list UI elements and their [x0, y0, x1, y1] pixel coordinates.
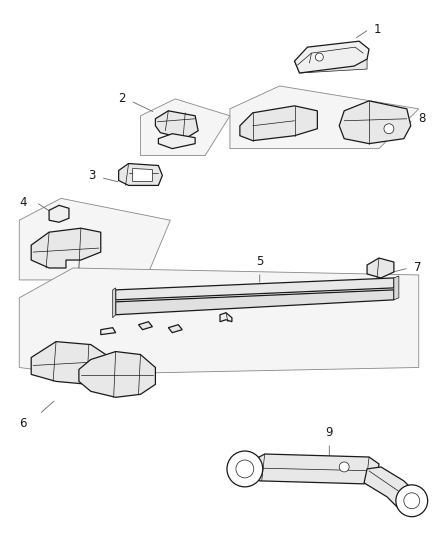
Polygon shape	[138, 322, 152, 330]
Polygon shape	[49, 205, 69, 222]
Polygon shape	[393, 276, 398, 300]
Circle shape	[395, 485, 427, 516]
Polygon shape	[294, 59, 366, 73]
Polygon shape	[115, 290, 393, 315]
Polygon shape	[168, 325, 182, 333]
Polygon shape	[140, 99, 230, 156]
Circle shape	[339, 462, 348, 472]
Polygon shape	[79, 352, 155, 397]
Polygon shape	[132, 168, 152, 181]
Polygon shape	[31, 228, 101, 268]
Text: 3: 3	[88, 169, 95, 182]
Polygon shape	[366, 258, 393, 278]
Text: 7: 7	[413, 262, 420, 274]
Polygon shape	[254, 457, 373, 481]
Text: 9: 9	[325, 426, 332, 439]
Polygon shape	[239, 106, 317, 141]
Polygon shape	[241, 109, 314, 139]
Text: 8: 8	[418, 112, 425, 125]
Circle shape	[226, 451, 262, 487]
Polygon shape	[115, 278, 393, 300]
Polygon shape	[34, 345, 102, 382]
Polygon shape	[339, 101, 410, 144]
Circle shape	[314, 53, 323, 61]
Polygon shape	[363, 467, 416, 508]
Circle shape	[383, 124, 393, 134]
Polygon shape	[101, 328, 115, 335]
Text: 4: 4	[19, 196, 27, 209]
Polygon shape	[19, 198, 170, 280]
Polygon shape	[81, 354, 152, 394]
Polygon shape	[155, 111, 198, 139]
Polygon shape	[113, 288, 115, 318]
Polygon shape	[19, 268, 418, 375]
Polygon shape	[118, 164, 162, 185]
Polygon shape	[249, 454, 378, 484]
Polygon shape	[33, 231, 99, 258]
Polygon shape	[219, 313, 231, 322]
Text: 1: 1	[373, 23, 381, 36]
Polygon shape	[158, 134, 195, 149]
Polygon shape	[294, 41, 368, 73]
Text: 2: 2	[118, 92, 125, 106]
Text: 5: 5	[255, 255, 263, 268]
Polygon shape	[31, 342, 106, 384]
Text: 6: 6	[19, 417, 27, 430]
Polygon shape	[230, 86, 418, 149]
